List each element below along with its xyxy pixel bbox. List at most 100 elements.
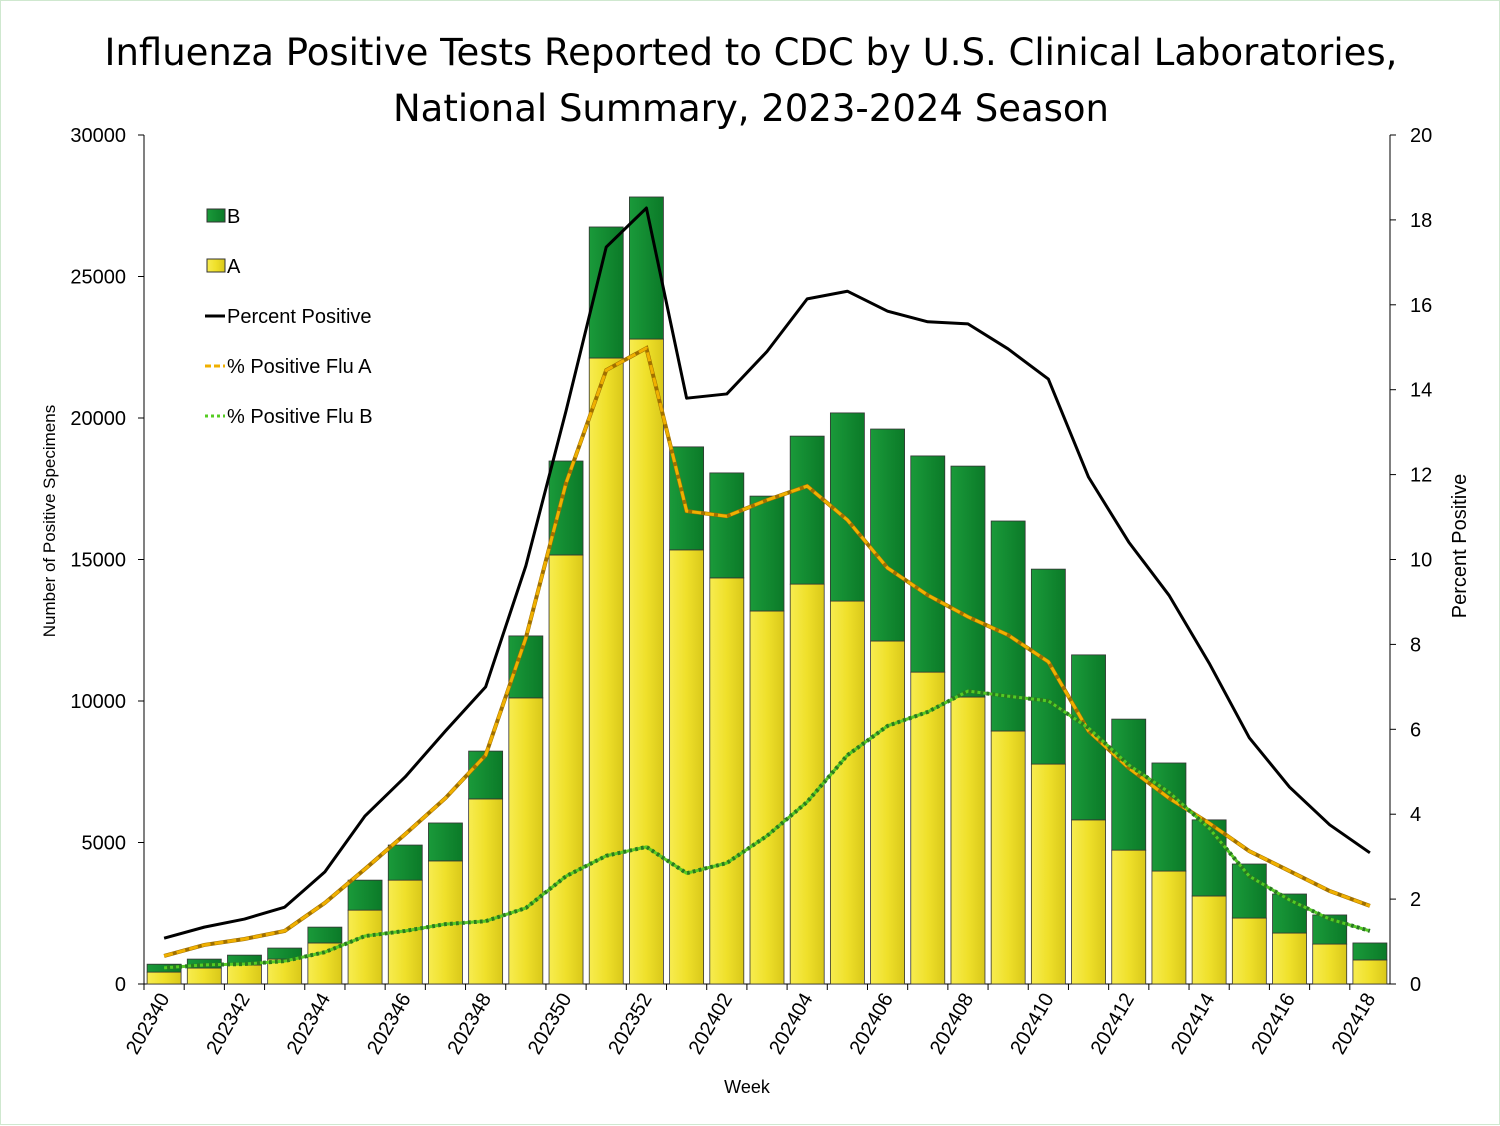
bar-A <box>508 697 544 985</box>
bar-A <box>1231 917 1267 985</box>
y-tick-label: 10000 <box>70 691 126 713</box>
x-tick-label: 202418 <box>1328 990 1380 1059</box>
y2-tick-label: 14 <box>1410 380 1432 402</box>
x-tick-label: 202408 <box>926 990 978 1059</box>
bar-B <box>789 435 825 585</box>
x-tick-label: 202410 <box>1006 990 1058 1059</box>
bar-B <box>950 465 986 698</box>
x-tick-label: 202404 <box>765 990 817 1059</box>
legend-swatch-A <box>206 258 226 273</box>
bar-A <box>1191 895 1227 985</box>
y-tick-label: 0 <box>115 974 126 996</box>
y2-axis-label: Percent Positive <box>1449 474 1471 619</box>
bar-B <box>1272 893 1307 934</box>
y-tick-label: 20000 <box>70 408 126 430</box>
bar-A <box>1111 849 1147 985</box>
y2-tick-label: 2 <box>1410 889 1421 911</box>
bar-B <box>829 412 865 602</box>
x-tick-label: 202340 <box>122 990 174 1059</box>
bar-A <box>1352 959 1388 985</box>
bar-B <box>267 947 303 960</box>
y2-tick-label: 20 <box>1410 125 1432 147</box>
bar-A <box>829 600 865 985</box>
y-tick-label: 5000 <box>82 833 127 855</box>
bar-A <box>990 730 1026 985</box>
bar-A <box>227 964 262 985</box>
x-tick-label: 202402 <box>685 990 737 1059</box>
x-tick-label: 202348 <box>444 990 496 1059</box>
bar-A <box>629 338 664 985</box>
y2-tick-label: 16 <box>1410 295 1432 317</box>
y2-tick-label: 10 <box>1410 550 1432 572</box>
bar-B <box>1030 568 1066 765</box>
y2-tick-label: 12 <box>1410 465 1432 487</box>
chart-title-line-1: Influenza Positive Tests Reported to CDC… <box>104 31 1398 74</box>
bar-B <box>1352 942 1388 961</box>
x-tick-label: 202342 <box>202 990 254 1059</box>
line--positive-flu-a <box>163 346 1371 958</box>
y-axis-label: Number of Positive Specimens <box>40 405 59 637</box>
legend-label: Percent Positive <box>227 306 372 328</box>
bar-B <box>387 844 423 881</box>
bar-A <box>870 640 905 985</box>
bar-A <box>146 971 182 985</box>
bar-B <box>870 428 905 642</box>
bar-B <box>1151 762 1187 872</box>
bar-A <box>709 577 745 985</box>
bar-B <box>1111 718 1147 851</box>
x-tick-label: 202406 <box>845 990 897 1059</box>
bar-B <box>307 926 343 944</box>
x-tick-label: 202346 <box>363 990 415 1059</box>
legend-label: % Positive Flu A <box>227 356 372 378</box>
legend-label: A <box>227 256 241 278</box>
bar-B <box>749 495 785 612</box>
bar-A <box>950 696 986 985</box>
y2-tick-label: 6 <box>1410 719 1421 741</box>
x-tick-label: 202352 <box>604 990 656 1059</box>
x-tick-label: 202412 <box>1087 990 1139 1059</box>
y-tick-label: 15000 <box>70 550 126 572</box>
legend-swatch-B <box>206 208 226 223</box>
x-tick-label: 202414 <box>1167 990 1219 1059</box>
y2-tick-label: 18 <box>1410 210 1432 232</box>
y2-tick-label: 0 <box>1410 974 1421 996</box>
bar-B <box>990 520 1026 732</box>
bar-A <box>1151 870 1187 985</box>
y2-tick-label: 8 <box>1410 634 1421 656</box>
x-tick-label: 202416 <box>1247 990 1299 1059</box>
bar-A <box>749 610 785 985</box>
line--positive-flu-b <box>163 689 1371 970</box>
line-percent-positive <box>163 206 1371 940</box>
bar-B <box>347 879 383 911</box>
bar-A <box>588 357 624 985</box>
legend-label: % Positive Flu B <box>227 406 373 428</box>
bar-A <box>347 909 383 985</box>
x-tick-label: 202350 <box>524 990 576 1059</box>
bar-B <box>1231 863 1267 919</box>
chart-title-line-2: National Summary, 2023-2024 Season <box>393 87 1109 130</box>
bar-A <box>1272 932 1307 985</box>
legend-label: B <box>227 206 240 228</box>
y2-tick-label: 4 <box>1410 804 1421 826</box>
y-tick-label: 30000 <box>70 125 126 147</box>
bar-B <box>910 455 946 673</box>
y-tick-label: 25000 <box>70 267 126 289</box>
bar-A <box>468 798 504 985</box>
bar-A <box>669 549 705 985</box>
bar-A <box>910 671 946 985</box>
bar-A <box>789 583 825 985</box>
bar-A <box>1030 763 1066 985</box>
bar-A <box>1312 943 1348 985</box>
bar-A <box>307 942 343 985</box>
bar-B <box>468 750 504 800</box>
x-axis-label: Week <box>724 1077 771 1097</box>
bar-B <box>709 472 745 579</box>
bar-A <box>1071 819 1106 985</box>
bar-A <box>548 554 584 985</box>
bar-B <box>428 822 463 862</box>
x-tick-label: 202344 <box>283 990 335 1059</box>
bar-B <box>548 460 584 556</box>
bar-A <box>186 967 222 985</box>
